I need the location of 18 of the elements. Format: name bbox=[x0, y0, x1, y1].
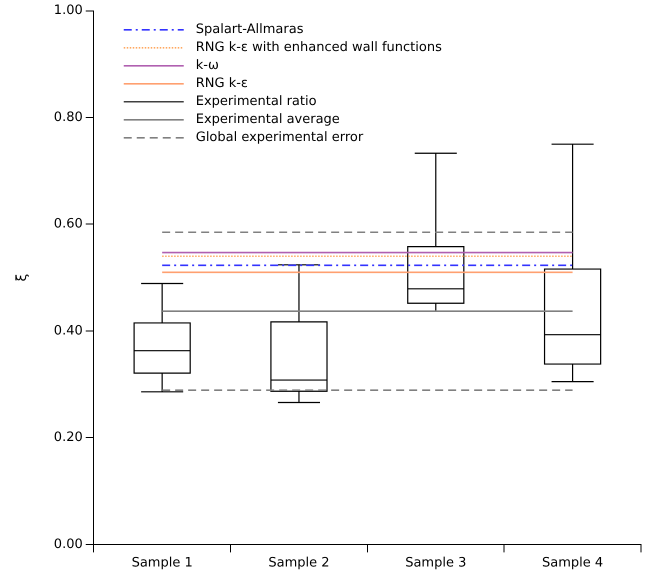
y-tick-label: 0.00 bbox=[54, 536, 83, 552]
legend-label: RNG k-ε with enhanced wall functions bbox=[196, 40, 442, 56]
legend-label: RNG k-ε bbox=[196, 76, 248, 92]
y-tick-label: 0.20 bbox=[54, 430, 83, 446]
legend-label: Global experimental error bbox=[196, 130, 364, 146]
y-tick-label: 0.40 bbox=[54, 323, 83, 338]
legend-label: Experimental average bbox=[196, 112, 340, 128]
legend-label: Spalart-Allmaras bbox=[196, 22, 304, 38]
x-tick-label: Sample 3 bbox=[405, 556, 466, 571]
y-axis-title: ξ bbox=[14, 274, 30, 282]
x-tick-label: Sample 1 bbox=[132, 556, 193, 571]
y-tick-label: 0.60 bbox=[54, 216, 83, 232]
y-tick-label: 1.00 bbox=[54, 3, 83, 18]
x-tick-label: Sample 2 bbox=[268, 556, 330, 571]
legend-label: Experimental ratio bbox=[196, 94, 317, 110]
y-tick-label: 0.80 bbox=[54, 110, 83, 125]
x-tick-label: Sample 4 bbox=[542, 556, 604, 571]
legend-label: k-ω bbox=[196, 58, 219, 74]
